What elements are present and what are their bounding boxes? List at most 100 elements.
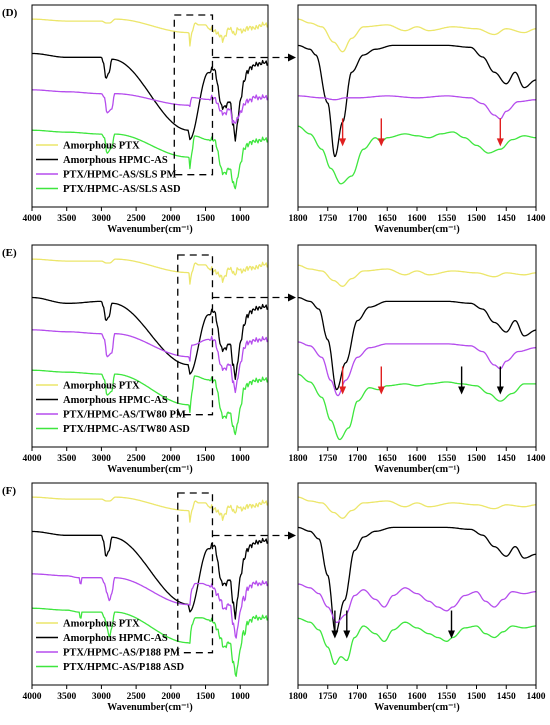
panel-1-full-series-1 xyxy=(32,296,268,381)
panel-1-zoom-x-tick-label: 1650 xyxy=(378,454,397,464)
panel-0-zoom-x-tick-label: 1600 xyxy=(408,214,427,224)
panel-2-full-x-tick-label: 2000 xyxy=(161,692,180,702)
panel-0-zoom-series-1 xyxy=(298,44,536,158)
panel-1-full-zoom-region-box xyxy=(177,254,214,416)
panel-0-zoom-x-tick-label: 1700 xyxy=(348,214,367,224)
panel-2-full: Amorphous PTX Amorphous HPMC-AS PTX/HPMC-A… xyxy=(32,492,296,677)
panel-0-zoom xyxy=(298,18,536,185)
panel-1-full-series-0 xyxy=(32,258,268,285)
panel-2-full-x-tick-label: 3500 xyxy=(57,692,76,702)
panel-2-full-series-1 xyxy=(32,530,268,620)
legend-entry-label: PTX/HPMC-AS/P188 PM xyxy=(63,648,180,659)
panel-2-zoom-x-tick-label: 1550 xyxy=(437,692,456,702)
panel-0-full-x-tick-label: 2500 xyxy=(127,214,146,224)
panel-0-zoom-x-tick-label: 1650 xyxy=(378,214,397,224)
panel-0-zoom-series-0 xyxy=(298,18,536,53)
panel-1-zoom xyxy=(298,264,536,441)
panel-0-zoom-marker-arrowhead xyxy=(339,138,347,147)
panel-1-zoom-x-tick-label: 1450 xyxy=(497,454,516,464)
panel-2-full-series-2 xyxy=(32,573,268,639)
panel-1-zoom-x-tick-label: 1550 xyxy=(437,454,456,464)
panel-0-zoom-x-tick-label: 1800 xyxy=(289,214,308,224)
panel-1-full-x-axis-label: Wavenumber(cm⁻¹) xyxy=(107,464,192,475)
legend-entry-label: Amorphous HPMC-AS xyxy=(63,633,168,644)
panel-1-zoom-series-2 xyxy=(298,341,536,397)
panel-0-zoom-x-tick-label: 1450 xyxy=(497,214,516,224)
panel-1-full-x-tick-label: 3500 xyxy=(57,454,76,464)
panel-2-full-legend: Amorphous PTX Amorphous HPMC-AS PTX/HPMC-A… xyxy=(36,619,184,673)
panel-1-zoom-marker-arrowhead xyxy=(496,386,504,395)
panel-2-full-x-tick-label: 3000 xyxy=(92,692,111,702)
panel-0-zoom-series-3 xyxy=(298,125,536,185)
panel-2-zoom-marker-arrowhead xyxy=(331,630,339,639)
panel-0-full-zoom-connector-arrowhead xyxy=(288,53,296,62)
panel-0-full-series-1 xyxy=(32,52,268,142)
panel-2-zoom-x-tick-label: 1650 xyxy=(378,692,397,702)
panel-1-full-plot-frame xyxy=(31,244,269,448)
panel-0-zoom-x-tick-label: 1550 xyxy=(437,214,456,224)
panel-0-full-panel-label: (D) xyxy=(2,7,18,19)
panel-1-full-x-tick-label: 3000 xyxy=(92,454,111,464)
panel-1-full-legend: Amorphous PTX Amorphous HPMC-AS PTX/HPMC-A… xyxy=(36,381,190,435)
panel-0-full-series-3 xyxy=(32,129,268,190)
panel-2-zoom-x-tick-label: 1500 xyxy=(467,692,486,702)
panel-0-full-series-0 xyxy=(32,18,268,47)
panel-0-full-x-tick-label: 3500 xyxy=(57,214,76,224)
panel-2-zoom-x-axis-label: Wavenumber(cm⁻¹) xyxy=(374,702,459,713)
panel-2-zoom-series-1 xyxy=(298,526,536,634)
panel-2-full-zoom-connector-arrowhead xyxy=(288,531,296,540)
panel-1-full-series-2 xyxy=(32,329,268,394)
legend-entry-label: Amorphous PTX xyxy=(63,381,140,392)
panel-0-full-x-axis-label: Wavenumber(cm⁻¹) xyxy=(107,224,192,235)
legend-entry-label: Amorphous HPMC-AS xyxy=(63,155,168,166)
panel-2-zoom-x-tick-label: 1750 xyxy=(318,692,337,702)
legend-entry-label: PTX/HPMC-AS/SLS PM xyxy=(63,170,177,181)
panel-1-zoom-marker-arrowhead xyxy=(339,386,347,395)
panel-1-full-x-tick-label: 4000 xyxy=(23,454,42,464)
panel-2-full-panel-label: (F) xyxy=(2,485,16,497)
panel-0-zoom-marker-arrowhead xyxy=(377,138,385,147)
panel-1-full: Amorphous PTX Amorphous HPMC-AS PTX/HPMC-A… xyxy=(32,254,296,436)
panel-0-full-x-tick-label: 3000 xyxy=(92,214,111,224)
panel-1-full-panel-label: (E) xyxy=(2,247,17,259)
panel-2-full-x-tick-label: 1000 xyxy=(231,692,250,702)
panel-2-full-x-axis-label: Wavenumber(cm⁻¹) xyxy=(107,702,192,713)
panel-1-zoom-x-tick-label: 1400 xyxy=(527,454,546,464)
panel-2-full-x-tick-label: 1500 xyxy=(196,692,215,702)
panel-0-zoom-x-axis-label: Wavenumber(cm⁻¹) xyxy=(374,224,459,235)
panel-1-full-zoom-connector-arrowhead xyxy=(288,293,296,302)
panel-0-zoom-x-tick-label: 1750 xyxy=(318,214,337,224)
panel-2-zoom-marker-arrowhead xyxy=(448,630,456,639)
panel-1-zoom-x-tick-label: 1600 xyxy=(408,454,427,464)
panel-0-full-x-tick-label: 1500 xyxy=(196,214,215,224)
panel-2-full-x-tick-label: 4000 xyxy=(23,692,42,702)
panel-1-full-x-tick-label: 2000 xyxy=(161,454,180,464)
panel-0-zoom-series-2 xyxy=(298,95,536,120)
panel-2-zoom xyxy=(298,496,536,665)
panel-1-full-x-tick-label: 1500 xyxy=(196,454,215,464)
panel-0-full-plot-frame xyxy=(31,4,269,208)
panel-1-zoom-series-1 xyxy=(298,296,536,391)
panel-2-zoom-x-tick-label: 1700 xyxy=(348,692,367,702)
panel-2-full-x-tick-label: 2500 xyxy=(127,692,146,702)
panel-1-zoom-series-3 xyxy=(298,373,536,441)
panel-2-zoom-series-2 xyxy=(298,583,536,624)
panel-0-full-series-2 xyxy=(32,89,268,124)
panel-1-zoom-x-tick-label: 1800 xyxy=(289,454,308,464)
panel-1-zoom-marker-arrowhead xyxy=(458,386,466,395)
panel-0-full-legend: Amorphous PTX Amorphous HPMC-AS PTX/HPMC-A… xyxy=(36,141,181,195)
panel-1-zoom-x-tick-label: 1700 xyxy=(348,454,367,464)
panel-2-zoom-marker-arrowhead xyxy=(343,630,351,639)
panel-2-full-series-3 xyxy=(32,607,268,677)
panel-1-zoom-x-tick-label: 1500 xyxy=(467,454,486,464)
legend-entry-label: PTX/HPMC-AS/TW80 PM xyxy=(63,410,186,421)
panel-0-zoom-marker-arrowhead xyxy=(496,138,504,147)
panel-0-full-x-tick-label: 1000 xyxy=(231,214,250,224)
panel-2-zoom-x-tick-label: 1450 xyxy=(497,692,516,702)
panel-1-zoom-series-0 xyxy=(298,264,536,287)
legend-entry-label: Amorphous HPMC-AS xyxy=(63,395,168,406)
panel-2-zoom-x-tick-label: 1800 xyxy=(289,692,308,702)
panel-2-zoom-series-3 xyxy=(298,617,536,665)
legend-entry-label: PTX/HPMC-AS/P188 ASD xyxy=(63,662,184,673)
